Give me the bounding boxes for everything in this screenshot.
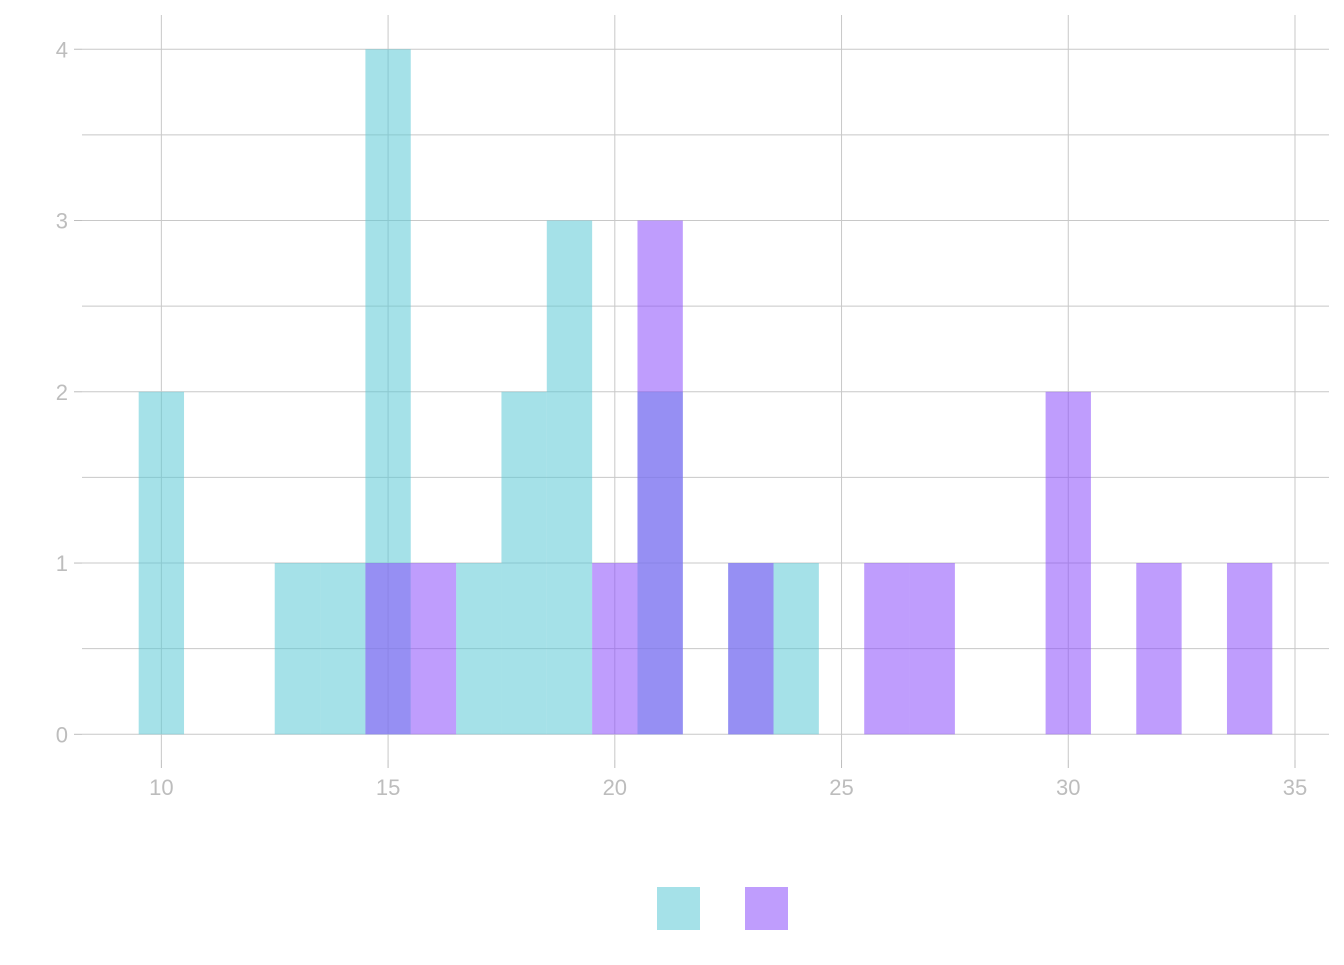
y-tick-label: 1 [56,551,68,576]
legend-swatch-series-2 [745,887,788,930]
histogram-bar-series-2 [637,220,683,735]
y-tick-label: 3 [56,209,68,234]
histogram-bar-series-1 [274,563,321,735]
x-tick-label: 35 [1283,775,1307,800]
legend-swatch-series-1 [657,887,700,930]
histogram-bar-series-2 [728,563,774,735]
histogram-bar-series-2 [592,563,638,735]
x-tick-label: 15 [376,775,400,800]
bars-layer [138,49,1273,735]
histogram-bar-series-1 [138,391,185,735]
histogram-bar-series-2 [909,563,955,735]
y-tick-label: 0 [56,722,68,747]
histogram-bar-series-2 [365,563,411,735]
y-tick-label: 2 [56,380,68,405]
histogram-bar-series-2 [1226,563,1273,735]
axis-layer: 0 1 2 3 4 10 15 20 25 30 35 [56,37,1307,800]
x-tick-label: 25 [829,775,853,800]
histogram-bar-series-1 [546,220,593,735]
y-tick-label: 4 [56,37,68,62]
histogram-bar-series-2 [1045,391,1091,735]
histogram-bar-series-2 [1136,563,1182,735]
x-tick-label: 10 [149,775,173,800]
x-tick-label: 30 [1056,775,1080,800]
histogram-bar-series-1 [773,563,819,735]
legend [657,887,788,930]
histogram-bar-series-1 [456,563,502,735]
histogram-bar-series-1 [320,563,366,735]
x-tick-label: 20 [603,775,627,800]
histogram-bar-series-2 [864,563,910,735]
histogram-bar-series-1 [501,391,547,735]
histogram-bar-series-2 [410,563,457,735]
